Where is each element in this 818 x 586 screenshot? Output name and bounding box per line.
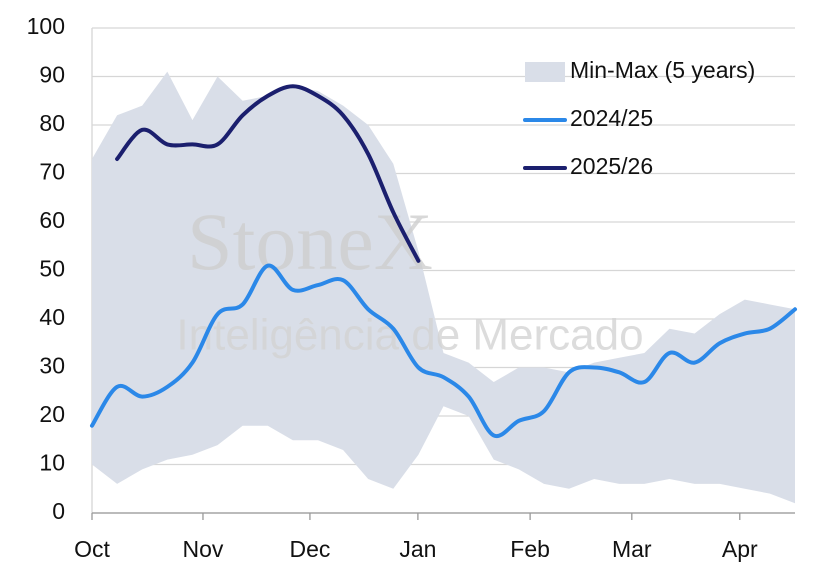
y-tick-label: 50 (39, 256, 65, 282)
series-line (115, 84, 421, 263)
legend-swatch (525, 62, 565, 82)
y-tick-label: 30 (39, 353, 65, 379)
watermark-subtitle: Inteligência de Mercado (176, 311, 643, 360)
y-tick-label: 20 (39, 401, 65, 427)
y-tick-label: 40 (39, 304, 65, 330)
min-max-band (92, 71, 795, 504)
y-tick-label: 100 (27, 13, 65, 39)
watermark-title: StoneX (187, 196, 433, 287)
x-tick-label: Oct (74, 536, 110, 562)
x-tick-label: Nov (183, 536, 224, 562)
x-tick-label: Jan (399, 536, 436, 562)
legend-label: Min-Max (5 years) (570, 57, 755, 83)
y-tick-label: 90 (39, 62, 65, 88)
legend-label: 2024/25 (570, 105, 653, 131)
x-tick-label: Dec (289, 536, 330, 562)
y-tick-label: 10 (39, 450, 65, 476)
series-line (90, 263, 797, 439)
y-tick-label: 70 (39, 159, 65, 185)
y-tick-label: 0 (52, 498, 65, 524)
y-tick-label: 60 (39, 207, 65, 233)
x-tick-label: Feb (510, 536, 550, 562)
x-tick-label: Apr (722, 536, 758, 562)
legend-label: 2025/26 (570, 153, 653, 179)
y-tick-label: 80 (39, 110, 65, 136)
x-tick-label: Mar (612, 536, 652, 562)
